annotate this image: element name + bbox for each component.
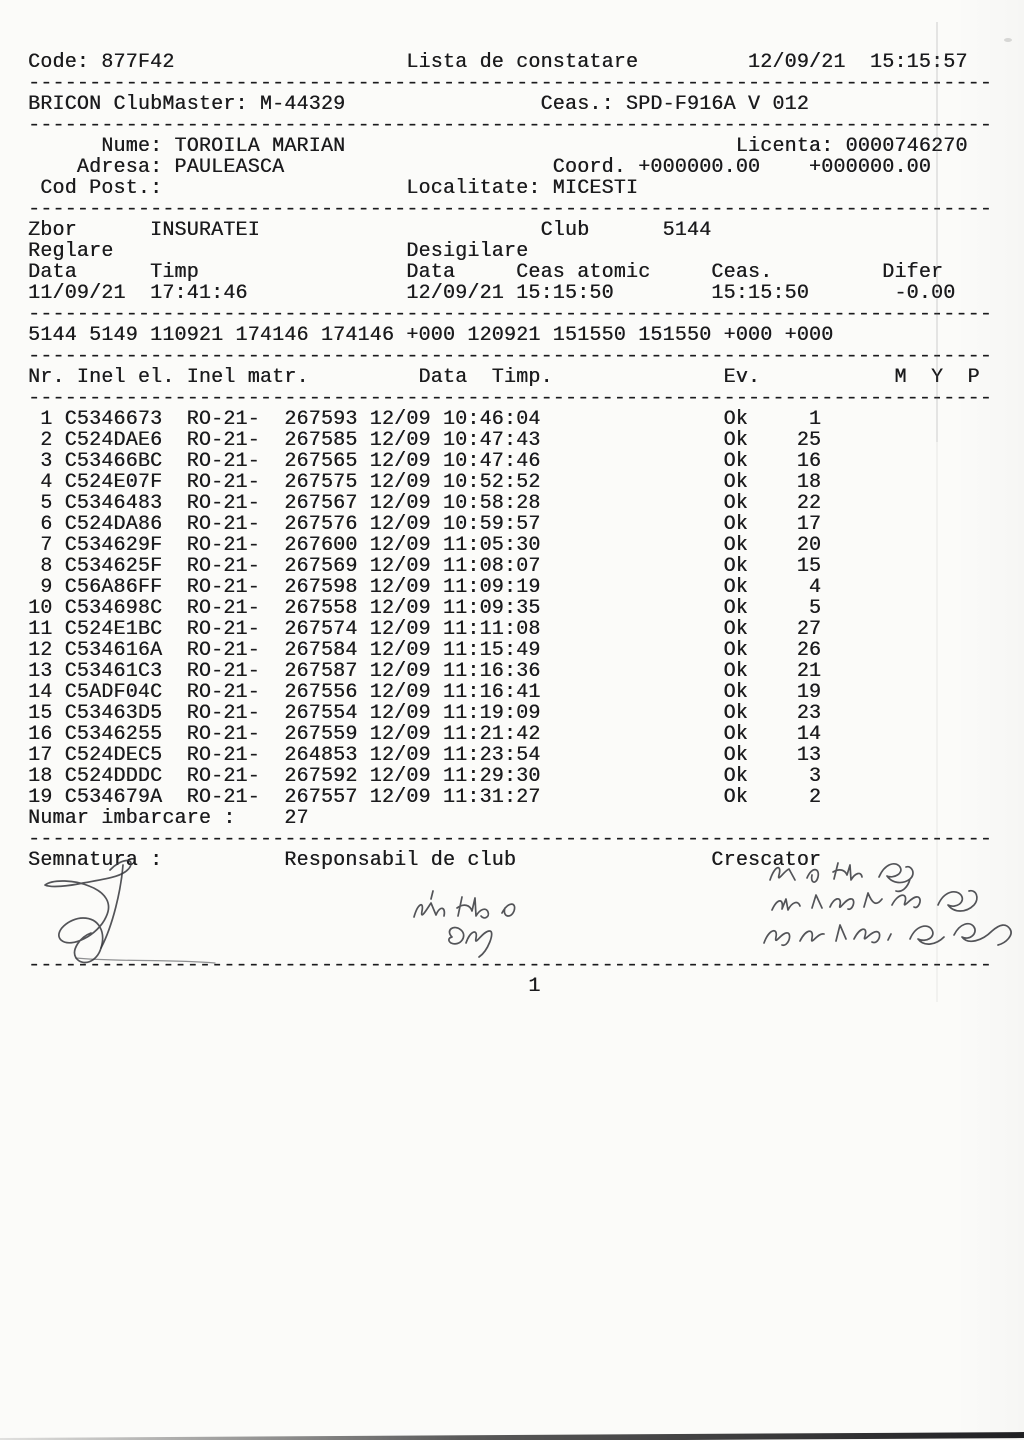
crescator-signature-ink (763, 862, 1012, 946)
scan-bottom-edge (0, 1432, 1024, 1440)
semnatura-signature-ink (44, 859, 216, 964)
report-pre: Code: 877F42 Lista de constatare 12/09/2… (28, 51, 992, 998)
responsabil-signature-ink (413, 890, 516, 958)
scan-speck (1004, 38, 1012, 42)
